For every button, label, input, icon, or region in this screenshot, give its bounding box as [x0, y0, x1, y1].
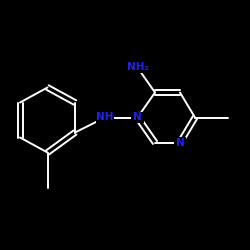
- FancyBboxPatch shape: [131, 112, 144, 123]
- FancyBboxPatch shape: [126, 62, 149, 73]
- Text: N: N: [176, 138, 184, 147]
- Text: NH: NH: [96, 112, 114, 122]
- Text: NH₂: NH₂: [126, 62, 148, 72]
- FancyBboxPatch shape: [174, 137, 186, 148]
- FancyBboxPatch shape: [96, 112, 114, 123]
- Text: N: N: [133, 112, 142, 122]
